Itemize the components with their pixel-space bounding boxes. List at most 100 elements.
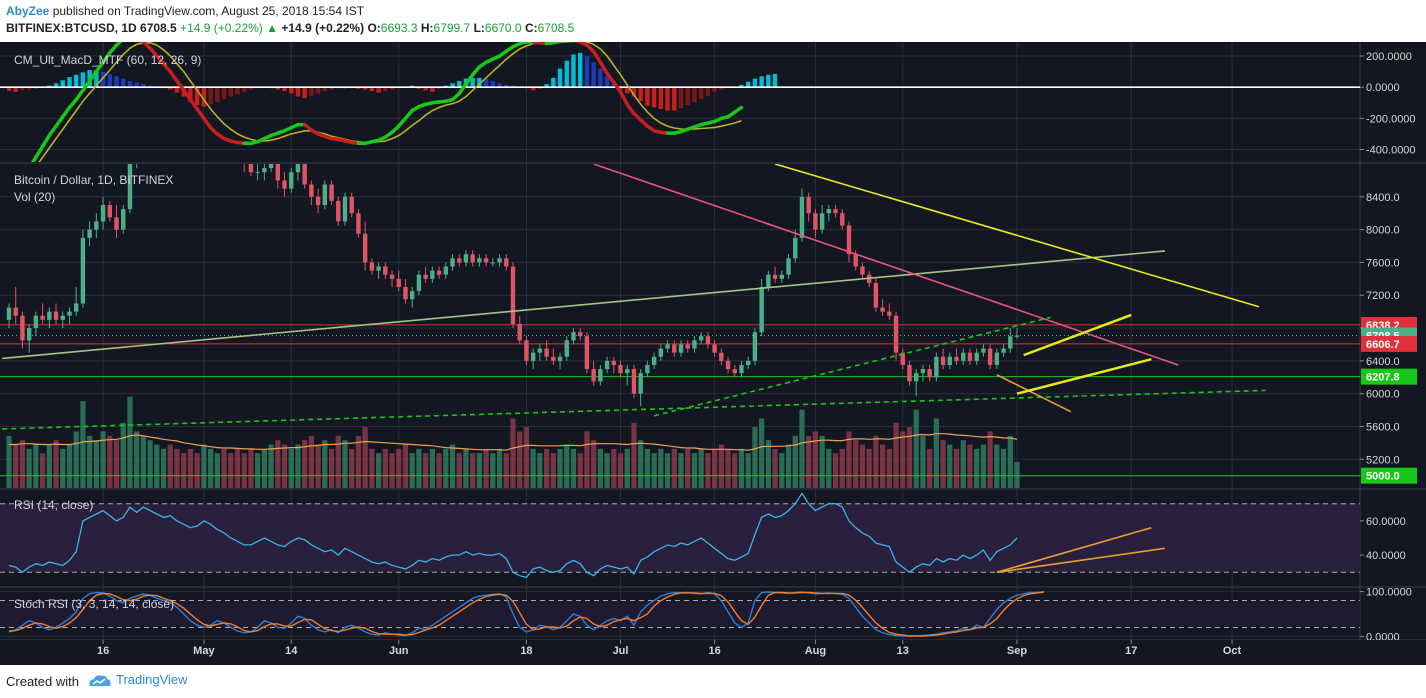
trendline [2, 389, 1266, 430]
tradingview-link[interactable]: TradingView [88, 672, 188, 688]
price-title: Bitcoin / Dollar, 1D, BITFINEX [14, 173, 173, 187]
candle-body [295, 164, 301, 173]
macd-histogram-bar [228, 87, 233, 97]
macd-histogram-bar [584, 56, 590, 88]
volume-bar [691, 453, 698, 488]
axis-tick-label: 100.0000 [1366, 587, 1412, 599]
volume-bar [570, 448, 577, 488]
macd-line-segment [61, 105, 72, 119]
volume-bar [752, 427, 758, 488]
rsi-pane[interactable] [0, 492, 1360, 579]
volume-bar [53, 440, 59, 488]
volume-bar [328, 448, 335, 488]
volume-bar [537, 453, 543, 488]
macd-histogram-bar [530, 87, 536, 91]
macd-histogram-bar [752, 78, 758, 88]
candle-body [255, 172, 260, 174]
axis-tick-label: 6000.0 [1366, 389, 1400, 401]
volume-bar [1000, 448, 1007, 488]
macd-histogram-bar [712, 87, 717, 92]
candle-body [282, 180, 287, 189]
time-axis-label: 17 [1125, 645, 1137, 657]
candle-body [551, 356, 556, 361]
candle-body [322, 184, 328, 206]
candle-body [994, 352, 1000, 365]
volume-bar [73, 431, 79, 488]
macd-histogram-bar [315, 87, 321, 94]
macd-line-segment [34, 144, 45, 160]
volume-bar [416, 448, 422, 488]
volume-bar [470, 453, 476, 488]
chart-canvas[interactable]: 200.0000 0.0000 -200.0000 -400.0000 8400.0 80… [0, 42, 1426, 665]
candle-body [893, 315, 899, 353]
macd-line-segment [54, 115, 65, 128]
axis-tick-label: 60.0000 [1366, 516, 1406, 528]
volume-bar [920, 435, 926, 488]
price-axis[interactable]: 200.0000 0.0000 -200.0000 -400.0000 8400.0 80… [1360, 51, 1417, 643]
macd-histogram-bar [53, 83, 59, 88]
volume-bar [389, 453, 395, 488]
candle-body [74, 303, 79, 312]
macd-histogram-bar [705, 87, 711, 96]
volume-bar [617, 453, 624, 488]
volume-bar [510, 418, 516, 488]
candle-body [107, 205, 112, 218]
macd-histogram-bar [295, 87, 301, 97]
author-link[interactable]: AbyZee [6, 4, 50, 18]
candle-body [362, 233, 368, 263]
candle-body [100, 205, 106, 222]
macd-line-segment [74, 88, 85, 102]
macd-histogram-bar [625, 87, 630, 94]
stoch-rsi-pane[interactable] [0, 590, 1360, 637]
candle-body [262, 168, 267, 173]
time-axis-background [0, 640, 1426, 665]
volume-bar [194, 453, 200, 488]
time-axis[interactable]: 16 May 14 Jun 18 Jul 16 Aug 13 Sep 17 Oct [0, 640, 1426, 665]
volume-bar [705, 453, 711, 488]
macd-histogram-bar [13, 87, 18, 92]
candle-body [887, 311, 892, 316]
axis-tick-label: 5200.0 [1366, 454, 1400, 466]
candle-body [342, 196, 348, 222]
volume-bar [604, 453, 610, 488]
price-pane[interactable] [0, 107, 1360, 488]
macd-pane[interactable] [0, 42, 1360, 196]
publication-header: AbyZee published on TradingView.com, Aug… [0, 0, 1426, 42]
volume-bar [214, 453, 220, 488]
volume-bar [288, 448, 294, 488]
macd-histogram-bar [457, 80, 462, 88]
axis-tick-label: 200.0000 [1366, 51, 1412, 63]
candle-body [651, 356, 657, 365]
candle-body [779, 274, 784, 279]
volume-bar [483, 448, 489, 488]
candle-body [497, 258, 502, 263]
volume-bar [712, 448, 718, 488]
candle-body [846, 225, 852, 255]
candle-body [618, 364, 623, 374]
volume-bar [664, 453, 671, 488]
candle-body [967, 352, 973, 361]
candle-body [927, 369, 932, 378]
symbol-label: BITFINEX:BTCUSD, 1D [6, 21, 137, 35]
candle-body [739, 364, 744, 374]
macd-histogram-bar [67, 77, 72, 88]
volume-bar [960, 440, 966, 488]
volume-bar [940, 440, 946, 488]
high-value: 6799.7 [433, 21, 471, 35]
trendline [1016, 358, 1152, 395]
volume-bar [234, 448, 241, 488]
macd-histogram-bar [759, 76, 764, 88]
candle-body [67, 311, 72, 316]
macd-histogram-bar [772, 73, 778, 88]
volume-bar [785, 444, 792, 488]
tradingview-logo-icon [89, 674, 111, 686]
volume-bar [577, 453, 583, 488]
macd-histogram-bar [678, 87, 684, 109]
macd-histogram-bar [329, 87, 334, 90]
close-value: 6708.5 [537, 21, 575, 35]
volume-bar [832, 453, 839, 488]
change-text: +14.9 (+0.22%) [281, 21, 365, 35]
volume-bar [255, 453, 261, 488]
volume-bar [819, 435, 825, 488]
volume-bar [530, 448, 536, 488]
